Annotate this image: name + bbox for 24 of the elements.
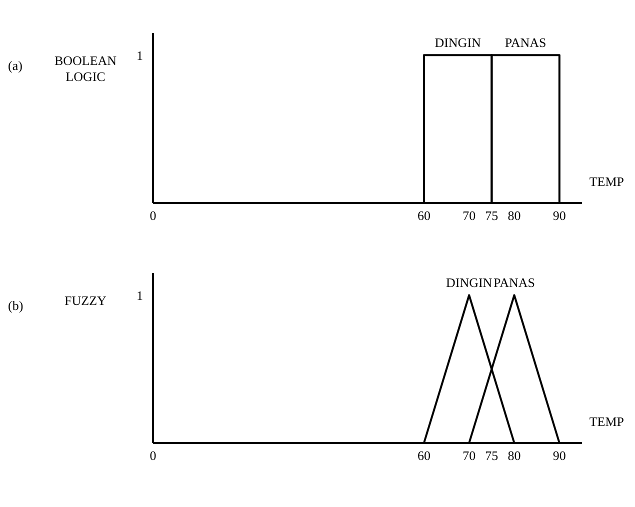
series-label: DINGIN [446,275,493,290]
x-axis-title: TEMP [589,414,624,430]
x-tick-label: 60 [417,208,430,224]
x-tick-label: 80 [508,208,521,224]
x-tick-label: 0 [150,448,156,464]
series-label: PANAS [494,275,535,290]
x-axis-title: TEMP [589,174,624,190]
x-tick-label: 70 [462,208,476,224]
series-label: DINGIN [434,35,482,50]
text: (a) [8,58,24,74]
x-tick-label: 75 [485,208,498,224]
x-tick-label: 75 [485,448,498,464]
series-label: PANAS [504,35,546,50]
x-tick-label: 60 [417,448,430,464]
y-axis-title: BOOLEAN LOGIC [53,52,118,85]
text: (b) [8,298,24,314]
text: 1 [136,288,143,303]
x-tick-label: 70 [462,448,476,464]
x-tick-label: 90 [552,208,566,224]
text: 1 [136,48,143,63]
y-axis-title: FUZZY [64,292,108,309]
x-tick-label: 80 [508,448,521,464]
x-tick-label: 0 [150,208,156,224]
x-tick-label: 90 [552,448,566,464]
